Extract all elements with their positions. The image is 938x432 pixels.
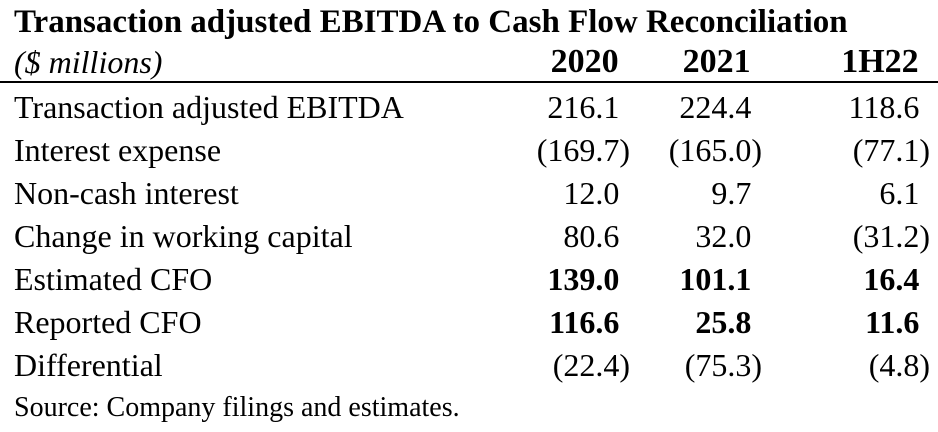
cell-value: 16.4 [863, 261, 920, 297]
table-row: Differential (22.4) (75.3) (4.8) [0, 341, 938, 384]
cell-value: (165.0) [668, 132, 762, 168]
row-label: Differential [14, 347, 163, 383]
row-label: Reported CFO [14, 304, 202, 340]
cell-value: 12.0 [563, 175, 620, 211]
table-title: Transaction adjusted EBITDA to Cash Flow… [14, 4, 848, 40]
cell-value: 9.7 [711, 175, 752, 211]
cell-value: (75.3) [684, 347, 762, 383]
cell-value: (169.7) [536, 132, 630, 168]
table-row: Reported CFO 116.6 25.8 11.6 [0, 298, 938, 341]
cell-value: 224.4 [679, 89, 752, 125]
table-row: Non-cash interest 12.0 9.7 6.1 [0, 169, 938, 212]
table-row: Interest expense (169.7) (165.0) (77.1) [0, 126, 938, 169]
cell-value: 101.1 [679, 261, 752, 297]
cell-value: (22.4) [552, 347, 630, 383]
source-note: Source: Company filings and estimates. [14, 392, 460, 423]
column-header-1h22: 1H22 [841, 43, 919, 80]
cell-value: 216.1 [547, 89, 620, 125]
cell-value: 6.1 [879, 175, 920, 211]
cell-value: 116.6 [549, 304, 620, 340]
table-row: Estimated CFO 139.0 101.1 16.4 [0, 255, 938, 298]
table-row: Change in working capital 80.6 32.0 (31.… [0, 212, 938, 255]
row-label: Non-cash interest [14, 175, 239, 211]
row-label: Estimated CFO [14, 261, 213, 297]
unit-label: ($ millions) [14, 44, 163, 80]
column-header-2021: 2021 [682, 43, 751, 80]
cell-value: 11.6 [865, 304, 920, 340]
cell-value: 32.0 [695, 218, 752, 254]
cell-value: 139.0 [547, 261, 620, 297]
table-row: Transaction adjusted EBITDA 216.1 224.4 … [0, 82, 938, 126]
column-header-2020: 2020 [550, 43, 619, 80]
cell-value: (4.8) [868, 347, 930, 383]
cell-value: (31.2) [852, 218, 930, 254]
cell-value: 80.6 [563, 218, 620, 254]
cell-value: 118.6 [848, 89, 920, 125]
cell-value: 25.8 [695, 304, 752, 340]
row-label: Transaction adjusted EBITDA [14, 89, 404, 125]
cell-value: (77.1) [852, 132, 930, 168]
header-row: ($ millions) 2020 2021 1H22 [0, 43, 938, 82]
reconciliation-table: ($ millions) 2020 2021 1H22 Transaction … [0, 43, 938, 384]
row-label: Interest expense [14, 132, 222, 168]
row-label: Change in working capital [14, 218, 353, 254]
